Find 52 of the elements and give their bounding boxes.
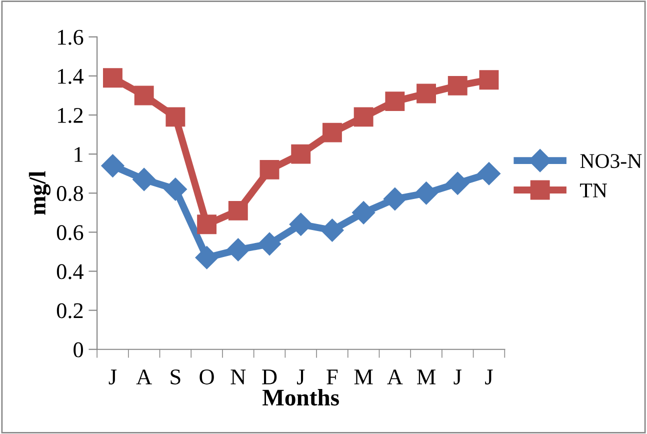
- y-tick-label: 0: [74, 342, 84, 358]
- point: [101, 154, 124, 178]
- x-tick-label: A: [387, 370, 403, 384]
- point: [322, 122, 342, 142]
- point: [414, 182, 438, 205]
- point: [383, 187, 406, 210]
- y-tick-label: 1: [74, 147, 83, 162]
- point: [479, 70, 499, 90]
- point: [291, 144, 311, 164]
- point: [195, 246, 218, 270]
- x-tick-label: M: [417, 370, 436, 384]
- x-tick-label: A: [136, 370, 152, 384]
- x-tick-label: F: [326, 370, 338, 384]
- point: [258, 232, 281, 256]
- point: [448, 76, 468, 96]
- y-tick-label: 1.2: [58, 108, 83, 124]
- x-tick-label: J: [296, 370, 305, 384]
- y-tick-label: 0.8: [56, 186, 84, 202]
- point: [226, 238, 250, 262]
- x-tick-label: D: [262, 370, 277, 384]
- point: [260, 160, 280, 180]
- point: [477, 162, 500, 186]
- point: [416, 84, 436, 104]
- x-tick-label: J: [485, 370, 493, 384]
- point: [197, 214, 217, 234]
- y-axis-title: mg/l: [28, 171, 51, 215]
- y-tick-label: 0.2: [56, 303, 83, 318]
- y-tick-label: 1.4: [58, 68, 84, 84]
- point: [132, 168, 156, 191]
- point: [134, 86, 154, 106]
- point: [385, 92, 405, 112]
- x-tick-label: O: [200, 370, 214, 384]
- y-tick-label: 0.4: [56, 264, 84, 280]
- legend-label: TN: [580, 184, 607, 198]
- point: [352, 201, 376, 224]
- point: [289, 212, 312, 236]
- x-tick-label: J: [454, 370, 462, 384]
- x-tick-label: S: [170, 370, 180, 384]
- point: [103, 68, 122, 88]
- x-axis-title: Months: [262, 388, 339, 406]
- legend-label: NO3-N: [580, 154, 642, 168]
- x-tick-label: N: [230, 370, 246, 384]
- point: [446, 172, 470, 195]
- y-tick-label: 1.6: [58, 30, 84, 45]
- point: [228, 200, 248, 220]
- x-tick-label: J: [108, 370, 117, 384]
- point: [166, 107, 186, 127]
- point: [320, 218, 344, 242]
- point: [354, 107, 374, 127]
- y-tick-label: 0.6: [56, 225, 84, 240]
- x-tick-label: M: [354, 370, 373, 384]
- point: [164, 178, 187, 201]
